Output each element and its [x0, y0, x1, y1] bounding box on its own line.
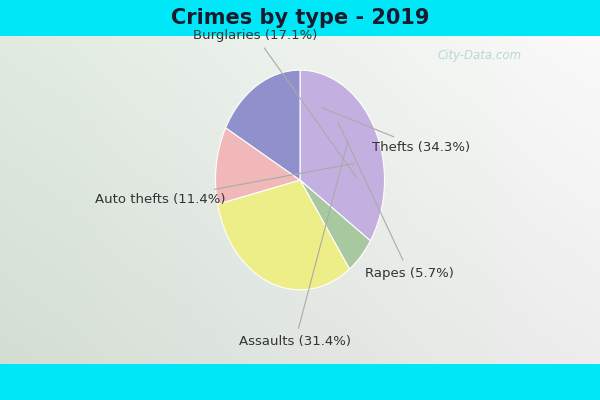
Text: Auto thefts (11.4%): Auto thefts (11.4%): [95, 164, 354, 206]
Wedge shape: [226, 70, 300, 180]
Text: Assaults (31.4%): Assaults (31.4%): [239, 140, 351, 348]
Text: Crimes by type - 2019: Crimes by type - 2019: [171, 8, 429, 28]
Wedge shape: [215, 128, 300, 204]
Text: Rapes (5.7%): Rapes (5.7%): [338, 122, 454, 280]
Text: Burglaries (17.1%): Burglaries (17.1%): [193, 29, 357, 178]
Text: City-Data.com: City-Data.com: [438, 50, 522, 62]
Text: Thefts (34.3%): Thefts (34.3%): [322, 108, 470, 154]
Wedge shape: [300, 180, 370, 269]
Wedge shape: [300, 70, 385, 241]
Wedge shape: [218, 180, 349, 290]
